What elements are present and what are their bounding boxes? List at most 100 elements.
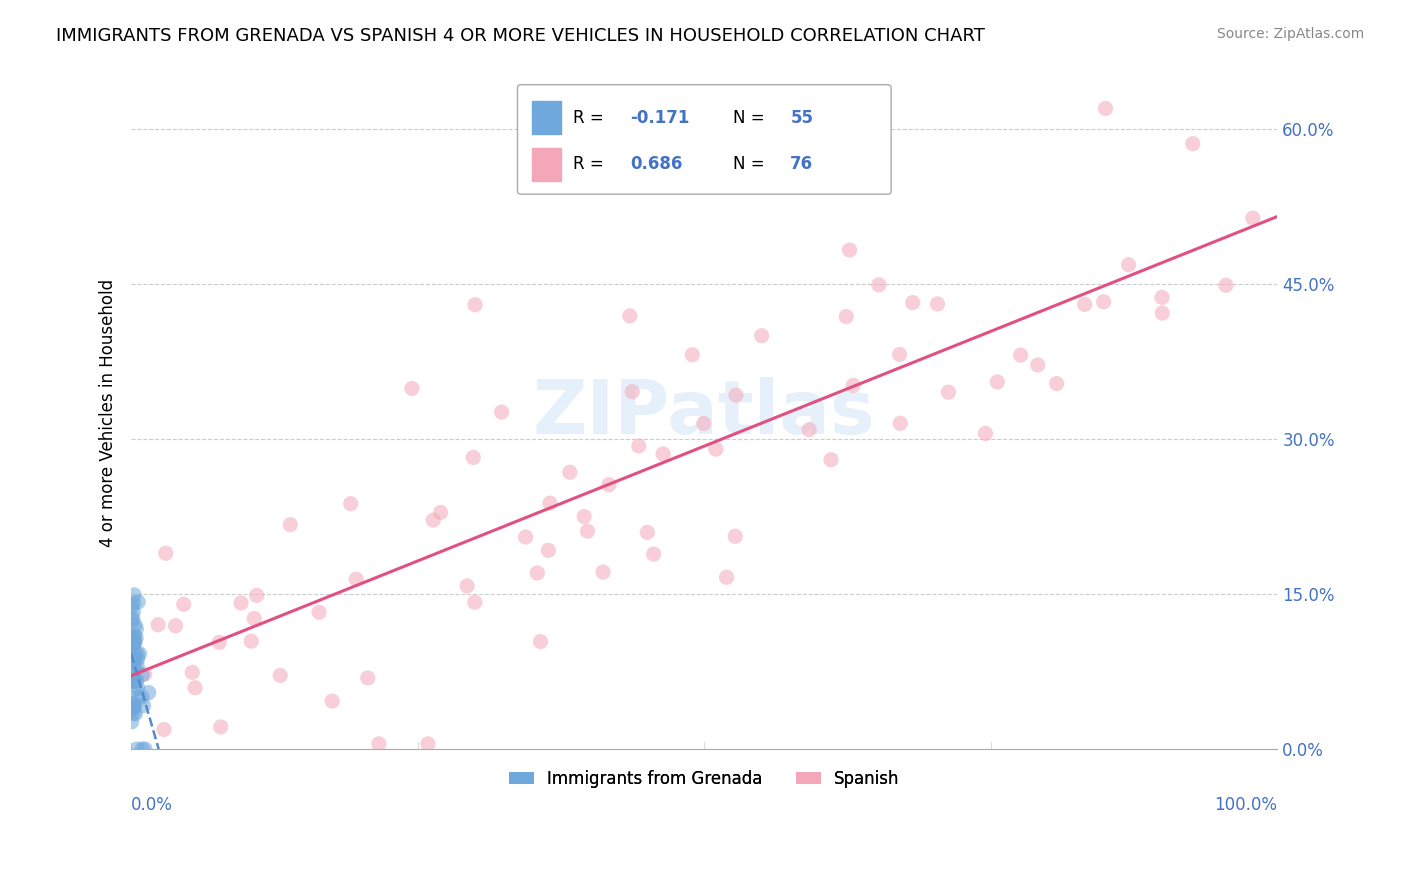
Point [127, 657, 149, 672]
Point [124, 653, 146, 667]
Point [122, 588, 145, 602]
Point [240, 634, 263, 648]
Point [122, 662, 145, 676]
Point [125, 674, 148, 689]
Point [128, 647, 150, 661]
Point [572, 509, 595, 524]
Point [1094, 102, 1116, 116]
Point [636, 525, 658, 540]
Text: 0.0%: 0.0% [131, 796, 173, 814]
Point [122, 596, 145, 610]
Point [598, 477, 620, 491]
Point [209, 720, 232, 734]
Point [1181, 136, 1204, 151]
Point [165, 619, 187, 633]
Point [181, 665, 204, 680]
Point [124, 635, 146, 649]
Text: N =: N = [733, 155, 770, 173]
Point [621, 384, 644, 399]
Point [122, 632, 145, 646]
Point [121, 631, 143, 645]
Point [716, 570, 738, 584]
Point [153, 723, 176, 737]
Point [121, 702, 143, 716]
Point [1150, 290, 1173, 304]
Point [134, 742, 156, 756]
Point [592, 565, 614, 579]
Point [155, 546, 177, 560]
Point [125, 622, 148, 636]
Point [681, 348, 703, 362]
Point [529, 634, 551, 648]
Point [121, 611, 143, 625]
Point [125, 672, 148, 686]
Point [538, 496, 561, 510]
Point [1073, 297, 1095, 311]
Bar [533, 101, 561, 135]
Point [127, 681, 149, 696]
Point [138, 685, 160, 699]
Legend: Immigrants from Grenada, Spanish: Immigrants from Grenada, Spanish [502, 763, 907, 795]
Point [121, 714, 143, 729]
Bar [533, 148, 561, 181]
Point [122, 699, 145, 714]
Point [344, 572, 367, 586]
Point [122, 605, 145, 619]
Text: Source: ZipAtlas.com: Source: ZipAtlas.com [1216, 27, 1364, 41]
Point [868, 277, 890, 292]
Point [122, 655, 145, 669]
Point [704, 442, 727, 457]
Point [122, 706, 145, 721]
Point [122, 648, 145, 663]
Point [422, 513, 444, 527]
Point [124, 661, 146, 675]
Point [122, 701, 145, 715]
Point [889, 417, 911, 431]
Point [416, 737, 439, 751]
Point [1010, 348, 1032, 362]
Point [146, 617, 169, 632]
Point [576, 524, 599, 538]
Point [464, 298, 486, 312]
Point [121, 614, 143, 628]
Point [835, 310, 858, 324]
FancyBboxPatch shape [517, 85, 891, 194]
Point [122, 651, 145, 665]
Point [269, 668, 291, 682]
Point [121, 599, 143, 614]
Point [134, 667, 156, 681]
Point [121, 647, 143, 661]
Point [1241, 211, 1264, 226]
Point [1092, 294, 1115, 309]
Point [724, 529, 747, 543]
Point [124, 618, 146, 632]
Point [122, 698, 145, 713]
Point [1026, 358, 1049, 372]
Point [367, 737, 389, 751]
Point [122, 683, 145, 698]
Point [308, 605, 330, 619]
Point [515, 530, 537, 544]
Point [838, 243, 860, 257]
Text: 100.0%: 100.0% [1215, 796, 1278, 814]
Point [127, 647, 149, 661]
Point [131, 690, 153, 705]
Point [558, 465, 581, 479]
Point [357, 671, 380, 685]
Point [463, 450, 485, 465]
Point [820, 452, 842, 467]
Point [927, 297, 949, 311]
Point [1215, 278, 1237, 293]
Point [122, 636, 145, 650]
Point [208, 635, 231, 649]
Point [121, 669, 143, 683]
Point [184, 681, 207, 695]
Text: R =: R = [572, 155, 609, 173]
Point [627, 439, 650, 453]
Point [121, 674, 143, 689]
Point [693, 417, 716, 431]
Point [456, 579, 478, 593]
Text: R =: R = [572, 109, 609, 127]
Point [321, 694, 343, 708]
Point [125, 631, 148, 645]
